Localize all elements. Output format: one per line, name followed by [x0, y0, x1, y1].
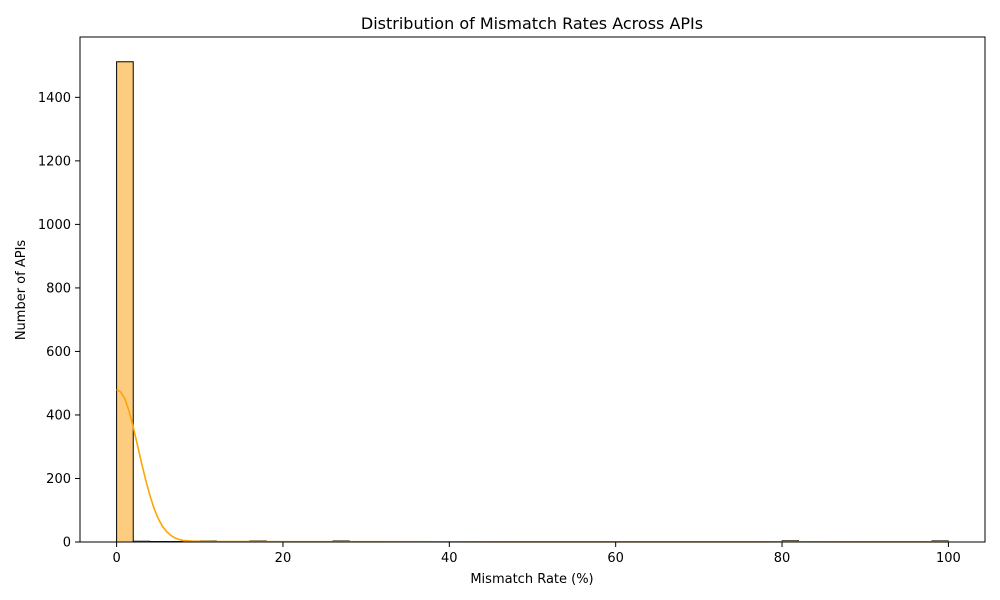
x-axis-ticks: 0 20 40 60 80 100: [112, 542, 961, 566]
x-tick-label: 60: [607, 551, 624, 566]
x-tick-label: 0: [112, 551, 120, 566]
y-axis-label: Number of APIs: [14, 240, 29, 341]
y-tick-label: 1000: [38, 218, 71, 233]
y-tick-label: 1400: [38, 91, 71, 106]
x-tick-label: 20: [275, 551, 292, 566]
y-tick-label: 600: [46, 345, 71, 360]
y-tick-label: 800: [46, 281, 71, 296]
y-tick-label: 400: [46, 408, 71, 423]
y-tick-label: 200: [46, 472, 71, 487]
chart-title: Distribution of Mismatch Rates Across AP…: [361, 14, 703, 33]
x-tick-label: 100: [936, 551, 961, 566]
histogram-bar: [116, 61, 134, 543]
x-tick-label: 80: [774, 551, 791, 566]
x-axis-label: Mismatch Rate (%): [470, 572, 593, 587]
x-tick-label: 40: [441, 551, 458, 566]
y-axis-ticks: 0 200 400 600 800 1000 1200 1400: [38, 91, 80, 551]
y-tick-label: 1200: [38, 154, 71, 169]
axes-frame: [79, 36, 986, 543]
y-tick-label: 0: [63, 536, 71, 551]
